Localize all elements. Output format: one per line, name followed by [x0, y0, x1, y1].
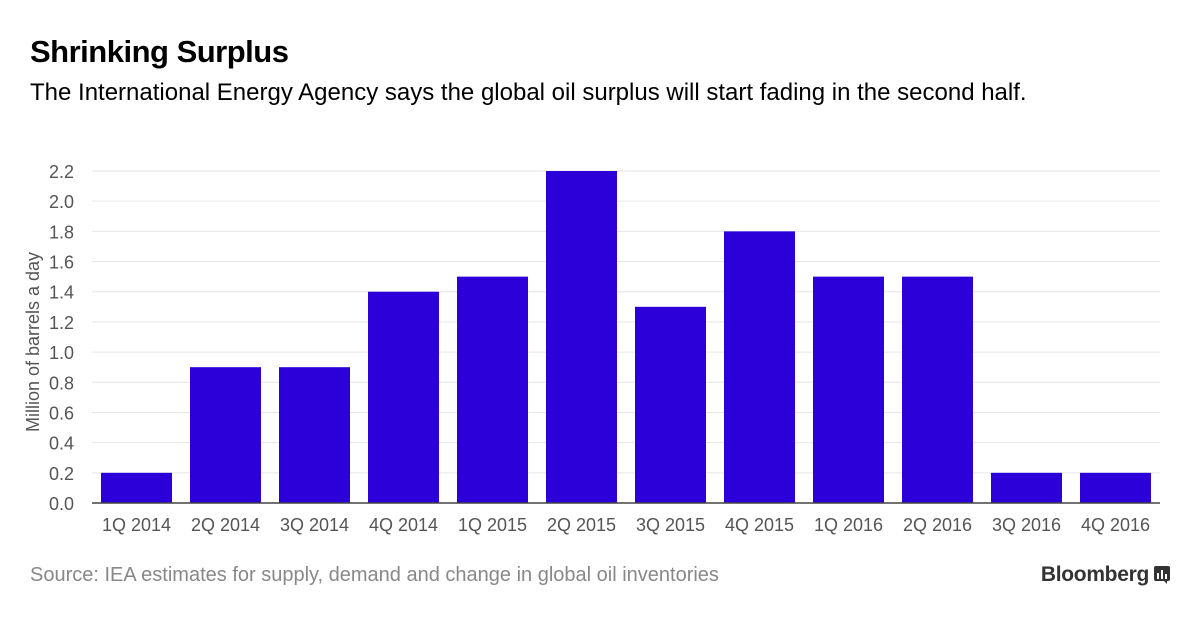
- bar: [368, 291, 439, 503]
- chart-title: Shrinking Surplus: [30, 34, 289, 69]
- x-axis-ticks: 1Q 2014 2Q 2014 3Q 2014 4Q 2014 1Q 2015 2Q 20…: [102, 515, 1150, 535]
- y-tick-label: 1.4: [49, 283, 74, 303]
- bars: [101, 171, 1151, 503]
- x-tick-label: 3Q 2015: [636, 515, 705, 535]
- x-tick-label: 3Q 2014: [280, 515, 349, 535]
- y-tick-label: 0.0: [49, 494, 74, 514]
- x-tick-label: 2Q 2014: [191, 515, 260, 535]
- bar: [635, 306, 706, 503]
- y-tick-label: 2.2: [49, 162, 74, 182]
- bar: [724, 231, 795, 503]
- gridlines: [92, 170, 1160, 474]
- bar: [1080, 472, 1151, 503]
- x-tick-label: 1Q 2014: [102, 515, 171, 535]
- bar: [190, 367, 261, 503]
- x-tick-label: 1Q 2016: [814, 515, 883, 535]
- x-tick-label: 4Q 2014: [369, 515, 438, 535]
- bar: [279, 367, 350, 503]
- x-tick-label: 1Q 2015: [458, 515, 527, 535]
- bar: [813, 276, 884, 503]
- y-tick-label: 1.0: [49, 343, 74, 363]
- y-axis-ticks: 0.0 0.2 0.4 0.6 0.8 1.0 1.2 1.4 1.6 1.8 2.0 2.2: [49, 162, 74, 514]
- chart-subtitle: The International Energy Agency says the…: [30, 79, 1027, 106]
- brand-name: Bloomberg: [1040, 563, 1149, 586]
- y-tick-label: 2.0: [49, 192, 74, 212]
- y-tick-label: 1.6: [49, 253, 74, 273]
- x-tick-label: 2Q 2016: [903, 515, 972, 535]
- y-tick-label: 0.4: [49, 434, 74, 454]
- y-tick-label: 1.8: [49, 222, 74, 242]
- y-tick-label: 0.6: [49, 403, 74, 423]
- bar: [101, 472, 172, 503]
- bar: [546, 171, 617, 503]
- bar: [991, 472, 1062, 503]
- x-tick-label: 4Q 2015: [725, 515, 794, 535]
- x-tick-label: 3Q 2016: [992, 515, 1061, 535]
- bar: [457, 276, 528, 503]
- bloomberg-chart-icon: [1154, 566, 1170, 584]
- bar: [902, 276, 973, 503]
- y-tick-label: 0.8: [49, 373, 74, 393]
- y-axis-label: Million of barrels a day: [23, 252, 43, 432]
- source-note: Source: IEA estimates for supply, demand…: [30, 564, 719, 586]
- y-tick-label: 1.2: [49, 313, 74, 333]
- x-tick-label: 2Q 2015: [547, 515, 616, 535]
- brand-logo: Bloomberg: [1041, 563, 1170, 587]
- y-tick-label: 0.2: [49, 464, 74, 484]
- x-tick-label: 4Q 2016: [1081, 515, 1150, 535]
